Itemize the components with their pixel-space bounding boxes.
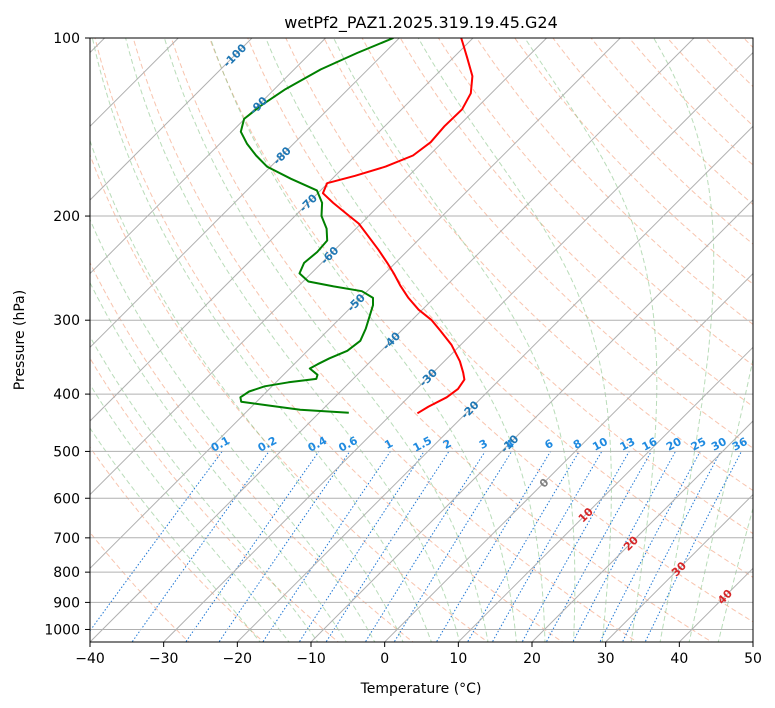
dry-adiabat: [170, 38, 713, 642]
mixing-ratio-label: 16: [640, 435, 660, 454]
x-tick-label: −10: [296, 651, 326, 667]
isotherm-line: [90, 38, 253, 201]
mixing-ratio-label: 13: [618, 435, 638, 454]
moist-adiabat: [90, 383, 290, 642]
isotherm-line: [90, 38, 548, 496]
isotherm-line: [90, 38, 474, 422]
isotherm-line: [383, 272, 753, 642]
mixing-ratio-line: [185, 451, 320, 642]
x-tick-label: 20: [523, 651, 541, 667]
x-axis-label: Temperature (°C): [360, 681, 482, 697]
plot-area: -100-90-80-70-60-50-40-30-20-10010203040…: [90, 38, 753, 642]
dry-adiabat: [437, 38, 753, 366]
y-tick-label: 1000: [44, 622, 80, 638]
isotherm-line: [604, 493, 753, 642]
mixing-ratio-line: [599, 451, 701, 642]
y-axis-label: Pressure (hPa): [12, 290, 28, 390]
mixing-ratio-line: [298, 451, 425, 642]
isotherm-line: [531, 420, 753, 642]
mixing-ratio-label: 30: [709, 435, 729, 454]
y-tick-label: 500: [53, 444, 80, 460]
isotherm-line: [162, 51, 753, 642]
isotherms: [90, 38, 753, 642]
dry-adiabat: [361, 38, 753, 449]
mixing-ratio-label: 25: [689, 435, 709, 454]
chart-title: wetPf2_PAZ1.2025.319.19.45.G24: [284, 13, 558, 33]
mixing-ratio-line: [466, 451, 580, 642]
y-tick-label: 900: [53, 595, 80, 611]
mixing-ratio-line: [491, 451, 603, 642]
x-tick-label: 40: [670, 651, 688, 667]
y-tick-label: 600: [53, 491, 80, 507]
mixing-ratio-line: [621, 451, 722, 642]
mixing-ratio-label: 20: [664, 435, 684, 454]
mixing-ratio-line: [435, 451, 552, 642]
dry-adiabat: [323, 38, 753, 492]
dewpoint-profile-line: [239, 38, 394, 414]
y-tick-label: 800: [53, 565, 80, 581]
y-tick-label: 400: [53, 387, 80, 403]
moist-adiabat: [90, 427, 261, 642]
x-tick-label: 0: [380, 651, 389, 667]
x-axis-ticks: −40 −30 −20 −10 0 10 20 30 40 50: [75, 642, 762, 667]
y-tick-label: 100: [53, 31, 80, 47]
dry-adiabat: [285, 38, 753, 535]
y-tick-label: 200: [53, 209, 80, 225]
mixing-ratio-line: [90, 451, 223, 632]
isotherm-line: [90, 38, 622, 570]
isotherm-line: [90, 38, 327, 275]
mixing-ratio-line: [262, 451, 391, 642]
isotherm-line: [90, 38, 401, 349]
x-tick-label: −30: [149, 651, 179, 667]
mixing-ratio-label: 36: [730, 435, 750, 454]
mixing-ratio-line: [393, 451, 513, 642]
plot-frame: [89, 37, 754, 643]
temperature-profile-line: [321, 38, 474, 415]
x-tick-label: 50: [744, 651, 762, 667]
mixing-ratio-line: [218, 451, 351, 642]
isobars: [90, 38, 753, 630]
isotherm-line: [90, 38, 695, 642]
isotherm-line: [310, 199, 753, 642]
y-axis-ticks: 1000 900 800 700 600 500 400 300 200 100: [44, 31, 90, 638]
moist-adiabat: [91, 38, 432, 642]
profile-series: [239, 38, 474, 415]
x-tick-label: 10: [449, 651, 467, 667]
isotherm-line: [236, 125, 753, 642]
dry-adiabat: [90, 153, 489, 642]
mixing-ratio-line: [572, 451, 676, 642]
isotherm-line: [457, 346, 753, 642]
x-tick-label: −40: [75, 651, 105, 667]
mixing-ratio-label: 10: [590, 435, 610, 454]
y-tick-label: 300: [53, 313, 80, 329]
y-tick-label: 700: [53, 531, 80, 547]
x-tick-label: 30: [597, 651, 615, 667]
mixing-ratio-line: [325, 451, 450, 642]
x-tick-label: −20: [223, 651, 253, 667]
